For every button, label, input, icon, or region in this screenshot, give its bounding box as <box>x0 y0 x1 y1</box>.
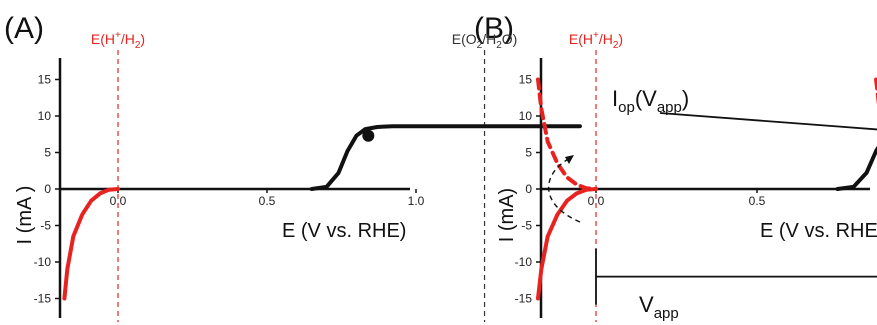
panel-a-label: (A) <box>4 12 44 45</box>
oxygen-evolution-curve <box>309 124 582 191</box>
y-tick-label: 10 <box>519 109 533 123</box>
panel-b-y-axis-title: I (mA) <box>496 188 518 242</box>
oxygen-reference-label: E(O2/H2O) <box>452 31 518 51</box>
panel-b-x-axis-title: E (V vs. RHE) <box>760 220 877 242</box>
reflection-arrowhead <box>565 155 574 164</box>
oxygen-evolution-curve <box>835 145 877 191</box>
y-tick-label: -5 <box>521 219 532 233</box>
reflection-arrow <box>547 157 581 223</box>
y-tick-label: 5 <box>525 146 532 160</box>
iop-sub2: app <box>657 99 682 116</box>
y-tick-label: 0 <box>44 182 51 196</box>
y-tick-label: -15 <box>515 292 533 306</box>
hydrogen-reference-label: E(H+/H2) <box>569 30 623 51</box>
hydrogen-evolution-curve <box>62 187 120 301</box>
vapp-main: V <box>639 292 654 317</box>
panel-b-marks: 151050-5-10-150.00.51.01.5E(H+/H2)E(O2/H… <box>515 30 877 322</box>
operating-point-marker <box>362 129 375 142</box>
panel-a-y-axis-title: I (mA ) <box>14 186 36 245</box>
hydrogen-evolution-curve <box>536 187 598 301</box>
iop-sub: op <box>618 99 635 116</box>
x-tick-label: 0.5 <box>259 194 276 208</box>
x-tick-label: 0.5 <box>749 194 766 208</box>
iop-end: ) <box>682 86 689 111</box>
y-tick-label: 15 <box>519 73 533 87</box>
y-tick-label: 10 <box>38 109 52 123</box>
panel-a: (A) I (mA ) E (V vs. RHE) <box>4 12 406 244</box>
x-tick-label: 1.0 <box>408 194 425 208</box>
iop-annotation: Iop(Vapp) <box>612 86 689 116</box>
x-tick-label: 0.0 <box>110 194 127 208</box>
vapp-sub: app <box>654 305 679 322</box>
y-tick-label: 15 <box>38 73 52 87</box>
y-tick-label: 0 <box>525 182 532 196</box>
y-tick-label: -5 <box>40 219 51 233</box>
panel-b-label: (B) <box>474 12 514 45</box>
y-tick-label: -10 <box>515 255 533 269</box>
y-tick-label: 5 <box>44 146 51 160</box>
y-tick-label: -10 <box>34 255 52 269</box>
iop-main: I <box>612 86 618 111</box>
panel-a-marks: 15 10 5 0 -5 -10 -15 0.0 0.5 1.0 E(H+/H2) E(O2/H2O) <box>34 30 582 322</box>
iop-mid: (V <box>635 86 657 111</box>
vapp-annotation: Vapp <box>639 292 679 322</box>
iop-pointer-line <box>659 112 877 131</box>
y-tick-label: -15 <box>34 292 52 306</box>
chart-marks: 15 10 5 0 -5 -10 -15 0.0 0.5 1.0 E(H+/H2) E(O2/H2O)… <box>34 30 877 322</box>
panel-a-x-axis-title: E (V vs. RHE) <box>282 220 406 242</box>
panel-b: (B) I (mA) E (V vs. RHE) Iop(Vapp) Vapp <box>474 12 877 322</box>
x-tick-label: 0.0 <box>588 194 605 208</box>
hydrogen-mirror-curve-dashed <box>536 77 598 191</box>
hydrogen-reference-label: E(H+/H2) <box>91 30 145 51</box>
